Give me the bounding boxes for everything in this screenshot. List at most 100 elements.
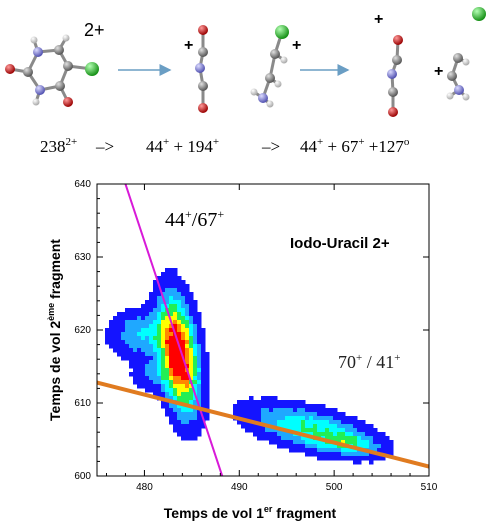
heatmap-cell [321, 416, 326, 421]
heatmap-cell [177, 276, 182, 281]
heatmap-cell [177, 412, 182, 417]
heatmap-cell [133, 344, 138, 349]
heatmap-cell [149, 368, 154, 373]
heatmap-cell [129, 312, 134, 317]
heatmap-cell [173, 416, 178, 421]
heatmap-cell [173, 360, 178, 365]
heatmap-cell [161, 308, 166, 313]
heatmap-cell [149, 380, 154, 385]
heatmap-cell [137, 384, 142, 389]
heatmap-cell [165, 296, 170, 301]
heatmap-cell [189, 396, 194, 401]
heatmap-cell [281, 416, 286, 421]
eq-frag-194-sup: + [213, 136, 219, 148]
heatmap-cell [133, 340, 138, 345]
heatmap-cell [293, 420, 298, 425]
heatmap-cell [173, 392, 178, 397]
heatmap-cell [261, 408, 266, 413]
heatmap-cell [185, 392, 190, 397]
heatmap-cell [165, 312, 170, 317]
heatmap-cell [137, 348, 142, 353]
heatmap-cell [181, 376, 186, 381]
heatmap-cell [173, 396, 178, 401]
heatmap-cell [117, 336, 122, 341]
heatmap-cell [157, 384, 162, 389]
heatmap-cell [289, 436, 294, 441]
heatmap-cell [169, 408, 174, 413]
heatmap-cell [329, 448, 334, 453]
x-tick-label: 510 [421, 482, 438, 493]
heatmap-cell [189, 364, 194, 369]
heatmap-cell [353, 440, 358, 445]
heatmap-cell [133, 360, 138, 365]
heatmap-cell [185, 296, 190, 301]
heatmap-cell [153, 316, 158, 321]
heatmap-cell [261, 432, 266, 437]
heatmap-cell [333, 444, 338, 449]
heatmap-cell [197, 424, 202, 429]
heatmap-cell [145, 320, 150, 325]
heatmap-cell [269, 436, 274, 441]
heatmap-cell [365, 432, 370, 437]
heatmap-cell [205, 368, 210, 373]
heatmap-cell [185, 384, 190, 389]
heatmap-cell [341, 432, 346, 437]
heatmap-cell [177, 328, 182, 333]
heatmap-cell [249, 428, 254, 433]
heatmap-cell [125, 316, 130, 321]
heatmap-cell [377, 444, 382, 449]
fragment-b-charge: + [292, 37, 301, 54]
heatmap-cell [293, 444, 298, 449]
heatmap-cell [241, 400, 246, 405]
heatmap-cell [153, 280, 158, 285]
heatmap-cell [169, 304, 174, 309]
heatmap-cell [153, 376, 158, 381]
heatmap-cell [297, 412, 302, 417]
heatmap-cell [141, 356, 146, 361]
heatmap-cell [377, 440, 382, 445]
heatmap-cell [201, 348, 206, 353]
heatmap-cell [149, 292, 154, 297]
heatmap-cell [157, 288, 162, 293]
heatmap-cell [361, 432, 366, 437]
heatmap-cell [289, 448, 294, 453]
heatmap-cell [269, 416, 274, 421]
heatmap-cell [153, 352, 158, 357]
heatmap-cell [349, 456, 354, 461]
heatmap-cell [165, 384, 170, 389]
heatmap-cell [389, 448, 394, 453]
heatmap-cell [181, 288, 186, 293]
heatmap-cell [197, 360, 202, 365]
heatmap-cell [193, 396, 198, 401]
heatmap-cell [301, 440, 306, 445]
heatmap-cell [169, 284, 174, 289]
heatmap-cell [329, 412, 334, 417]
heatmap-cell [153, 364, 158, 369]
heatmap-cell [201, 328, 206, 333]
heatmap-cell [257, 408, 262, 413]
eq-frag-44-sup: + [163, 136, 169, 148]
heatmap-cell [149, 316, 154, 321]
heatmap-cell [305, 448, 310, 453]
heatmap-cell [165, 380, 170, 385]
heatmap-cell [169, 376, 174, 381]
heatmap-cell [329, 436, 334, 441]
heatmap-cell [281, 408, 286, 413]
heatmap-cell [177, 416, 182, 421]
heatmap-cell [109, 340, 114, 345]
heatmap-cell [249, 412, 254, 417]
heatmap-cell [193, 308, 198, 313]
heatmap-cell [165, 284, 170, 289]
eq-plus-3: + [369, 137, 379, 156]
heatmap-cell [325, 424, 330, 429]
heatmap-cell [129, 372, 134, 377]
heatmap-cell [309, 440, 314, 445]
y-tick-label: 600 [74, 471, 91, 482]
heatmap-cell [177, 396, 182, 401]
heatmap-cell [137, 380, 142, 385]
eq-frag-127: 127 [378, 137, 404, 156]
heatmap-cell [305, 412, 310, 417]
heatmap-cell [153, 284, 158, 289]
heatmap-cell [149, 300, 154, 305]
heatmap-cell [173, 288, 178, 293]
